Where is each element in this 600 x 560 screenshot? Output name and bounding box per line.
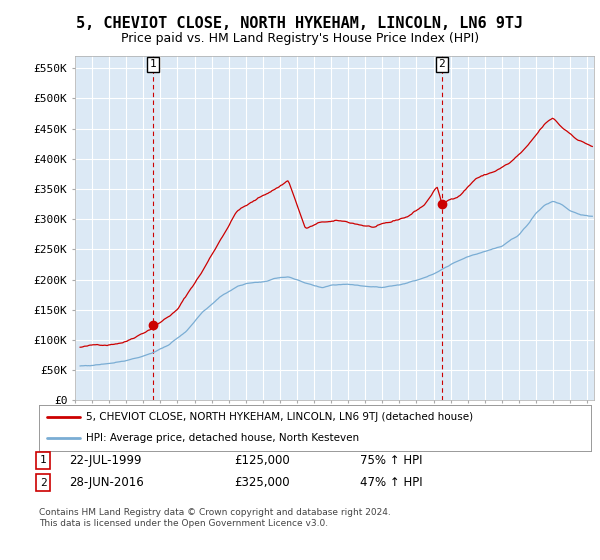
Text: £125,000: £125,000 — [234, 454, 290, 467]
Text: 75% ↑ HPI: 75% ↑ HPI — [360, 454, 422, 467]
Text: 1: 1 — [149, 59, 156, 69]
Text: 5, CHEVIOT CLOSE, NORTH HYKEHAM, LINCOLN, LN6 9TJ (detached house): 5, CHEVIOT CLOSE, NORTH HYKEHAM, LINCOLN… — [86, 412, 473, 422]
Text: 2: 2 — [40, 478, 47, 488]
Text: HPI: Average price, detached house, North Kesteven: HPI: Average price, detached house, Nort… — [86, 433, 359, 444]
Text: Contains HM Land Registry data © Crown copyright and database right 2024.
This d: Contains HM Land Registry data © Crown c… — [39, 508, 391, 528]
Text: 1: 1 — [40, 455, 47, 465]
Text: 2: 2 — [439, 59, 445, 69]
Text: £325,000: £325,000 — [234, 476, 290, 489]
Text: Price paid vs. HM Land Registry's House Price Index (HPI): Price paid vs. HM Land Registry's House … — [121, 32, 479, 45]
Text: 5, CHEVIOT CLOSE, NORTH HYKEHAM, LINCOLN, LN6 9TJ: 5, CHEVIOT CLOSE, NORTH HYKEHAM, LINCOLN… — [76, 16, 524, 31]
Text: 28-JUN-2016: 28-JUN-2016 — [69, 476, 144, 489]
Text: 47% ↑ HPI: 47% ↑ HPI — [360, 476, 422, 489]
Text: 22-JUL-1999: 22-JUL-1999 — [69, 454, 142, 467]
